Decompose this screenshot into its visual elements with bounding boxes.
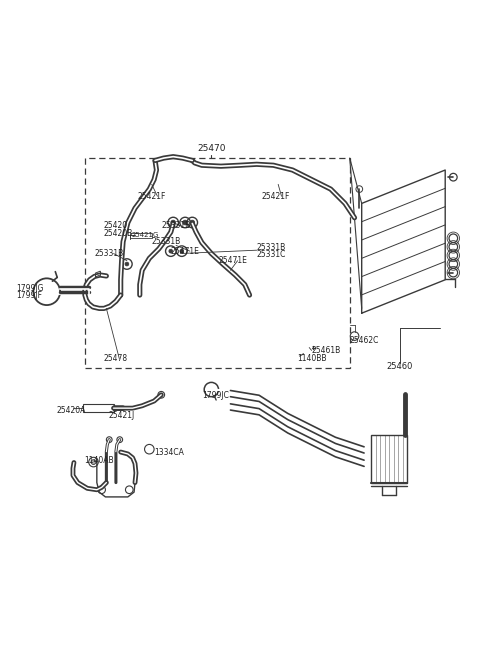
Circle shape	[91, 460, 96, 464]
Circle shape	[169, 250, 173, 253]
Text: 25460: 25460	[387, 362, 413, 371]
Text: 25421F: 25421F	[262, 192, 290, 201]
Bar	[371, 435, 407, 483]
Text: 25420A: 25420A	[56, 406, 85, 415]
Circle shape	[180, 250, 184, 253]
Text: 25421J: 25421J	[109, 411, 135, 420]
Bar	[85, 158, 350, 368]
Text: 1799JF: 1799JF	[17, 291, 43, 300]
Text: 25478: 25478	[104, 354, 128, 363]
Text: 25331B: 25331B	[95, 249, 124, 258]
Bar	[130, 233, 152, 238]
Circle shape	[183, 220, 188, 225]
Text: 1140BB: 1140BB	[297, 354, 327, 363]
Text: 25470: 25470	[197, 144, 226, 153]
Text: 25471E: 25471E	[218, 256, 247, 265]
Text: 25420: 25420	[104, 221, 128, 231]
Text: 25331B: 25331B	[152, 237, 181, 246]
Text: 1799JG: 1799JG	[17, 284, 44, 293]
Text: 25420B: 25420B	[104, 229, 133, 238]
Text: 1799JC: 1799JC	[202, 391, 228, 400]
Text: 25462C: 25462C	[350, 337, 379, 345]
Text: 25331C: 25331C	[257, 250, 286, 259]
Text: 25461B: 25461B	[312, 346, 341, 355]
Bar	[83, 404, 114, 413]
Text: 25331B: 25331B	[257, 243, 286, 252]
Text: 25471E: 25471E	[171, 247, 200, 255]
Circle shape	[125, 262, 129, 266]
Circle shape	[190, 220, 195, 225]
Text: 1140AB: 1140AB	[84, 456, 114, 464]
Text: 25331B: 25331B	[161, 221, 191, 231]
Text: 1334CA: 1334CA	[154, 448, 184, 457]
Circle shape	[171, 220, 176, 225]
Text: 25421F: 25421F	[137, 192, 166, 201]
Text: 25421G: 25421G	[132, 233, 159, 238]
